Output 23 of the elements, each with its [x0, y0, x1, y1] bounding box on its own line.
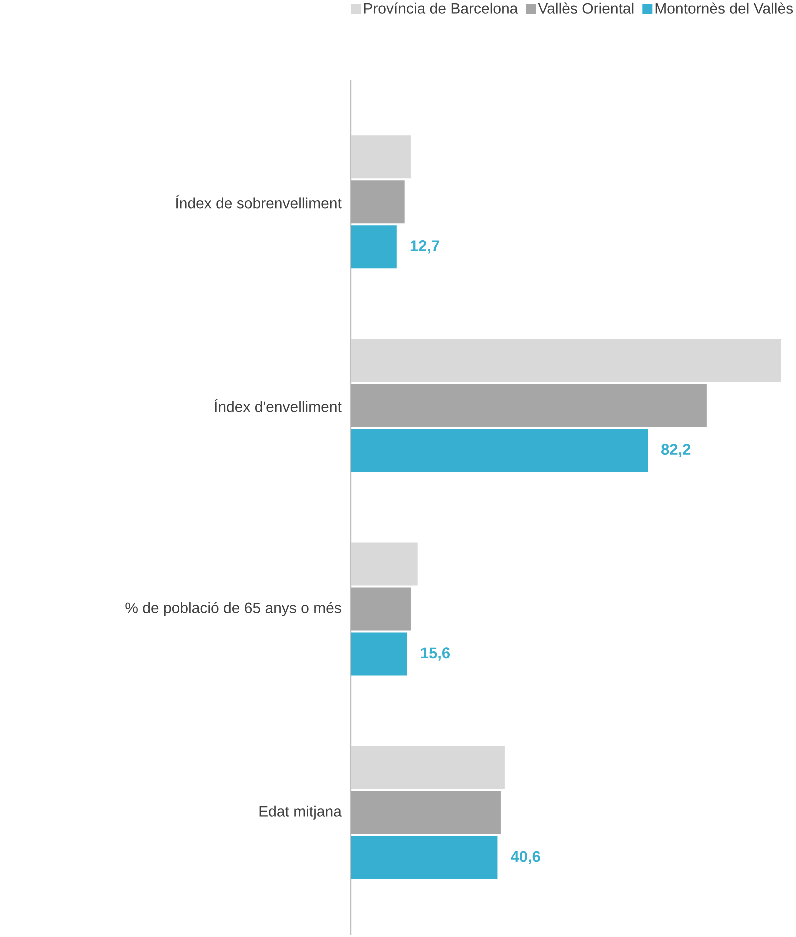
y-tick-label: Edat mitjana — [260, 806, 342, 820]
bar — [351, 542, 418, 586]
bar — [351, 746, 505, 790]
legend-label: Província de Barcelona — [364, 2, 518, 14]
legend-label: Montornès del Vallès — [656, 2, 794, 14]
data-label: 40,6 — [510, 851, 540, 864]
data-label: 12,7 — [410, 240, 440, 254]
bar — [351, 836, 498, 880]
bar — [351, 180, 405, 224]
data-label: 82,2 — [662, 444, 691, 458]
bar — [351, 226, 397, 269]
y-tick-label: % de població de 65 anys o més — [126, 602, 342, 616]
bar — [351, 384, 707, 428]
bar — [351, 339, 782, 382]
data-label: 15,6 — [421, 648, 450, 661]
bar — [351, 632, 408, 676]
bar — [351, 136, 411, 179]
bar — [351, 429, 648, 472]
y-tick-label: Índex d'envelliment — [215, 399, 342, 412]
bar — [351, 588, 411, 631]
y-tick-label: Índex de sobrenvelliment — [176, 196, 342, 209]
legend-label: Vallès Oriental — [538, 2, 634, 14]
bar — [351, 791, 501, 834]
